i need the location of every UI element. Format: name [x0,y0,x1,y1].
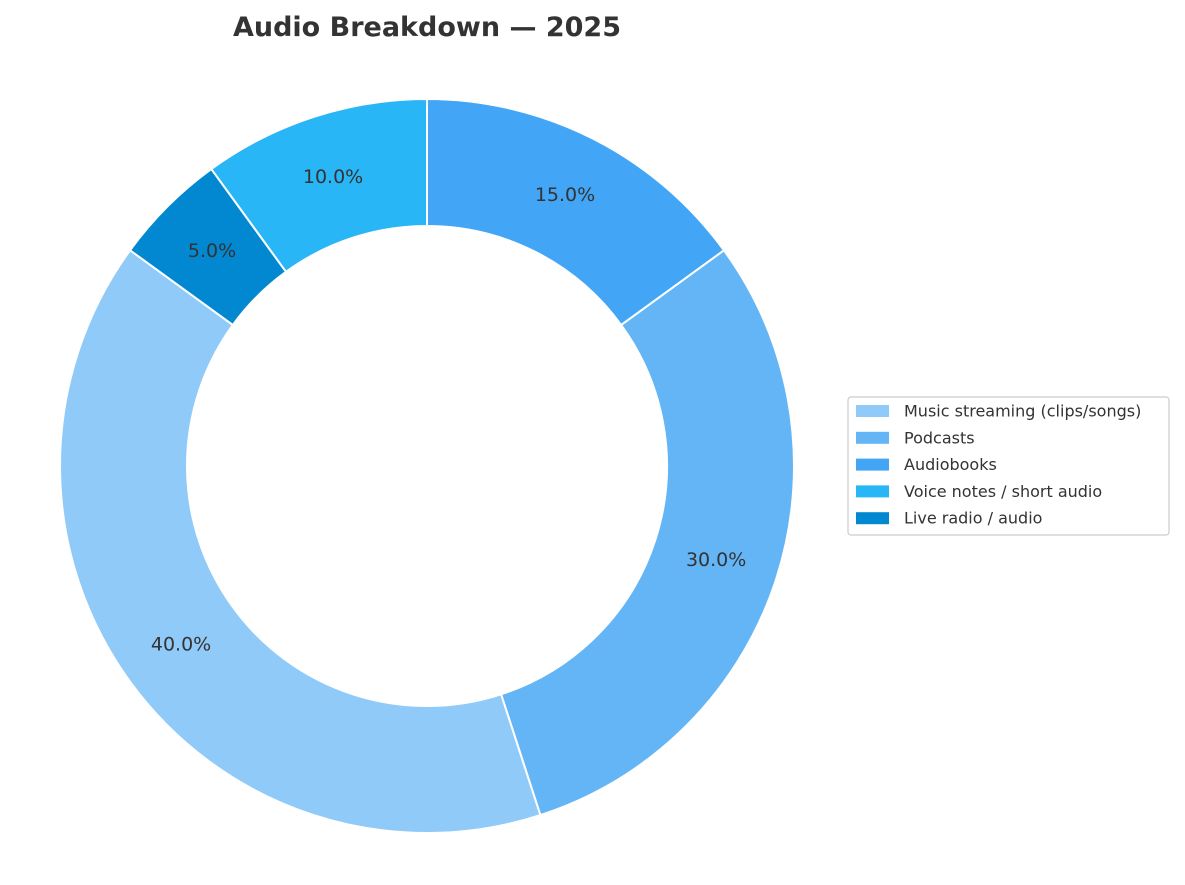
slice-music-streaming-clips-songs [59,248,542,834]
pct-label-music-streaming-clips-songs: 40.0% [151,634,211,656]
percentage-labels: 40.0% 30.0% 15.0% 10.0% 5.0% [151,166,746,656]
legend-swatch-podcasts [856,431,889,444]
slice-live-radio-audio [128,167,288,327]
legend: Music streaming (clips/songs) Podcasts Aud… [847,396,1170,536]
legend-label-live-radio-audio: Live radio / audio [904,509,1042,528]
legend-label-audiobooks: Audiobooks [904,455,997,474]
slice-podcasts [499,248,795,817]
legend-swatch-audiobooks [856,458,889,471]
legend-frame [847,396,1170,536]
legend-label-podcasts: Podcasts [904,428,975,447]
legend-swatch-music-streaming-clips-songs [856,405,889,417]
pct-label-live-radio-audio: 5.0% [188,240,236,262]
legend-label-music-streaming-clips-songs: Music streaming (clips/songs) [904,402,1141,421]
pct-label-voice-notes-short-audio: 10.0% [303,166,363,188]
legend-label-voice-notes-short-audio: Voice notes / short audio [904,482,1102,501]
chart-title: Audio Breakdown — 2025 [233,12,621,43]
legend-swatch-voice-notes-short-audio [856,485,889,498]
pct-label-audiobooks: 15.0% [535,184,595,206]
pct-label-podcasts: 30.0% [686,549,746,571]
legend-swatch-live-radio-audio [856,512,889,525]
donut-slices [59,97,795,834]
